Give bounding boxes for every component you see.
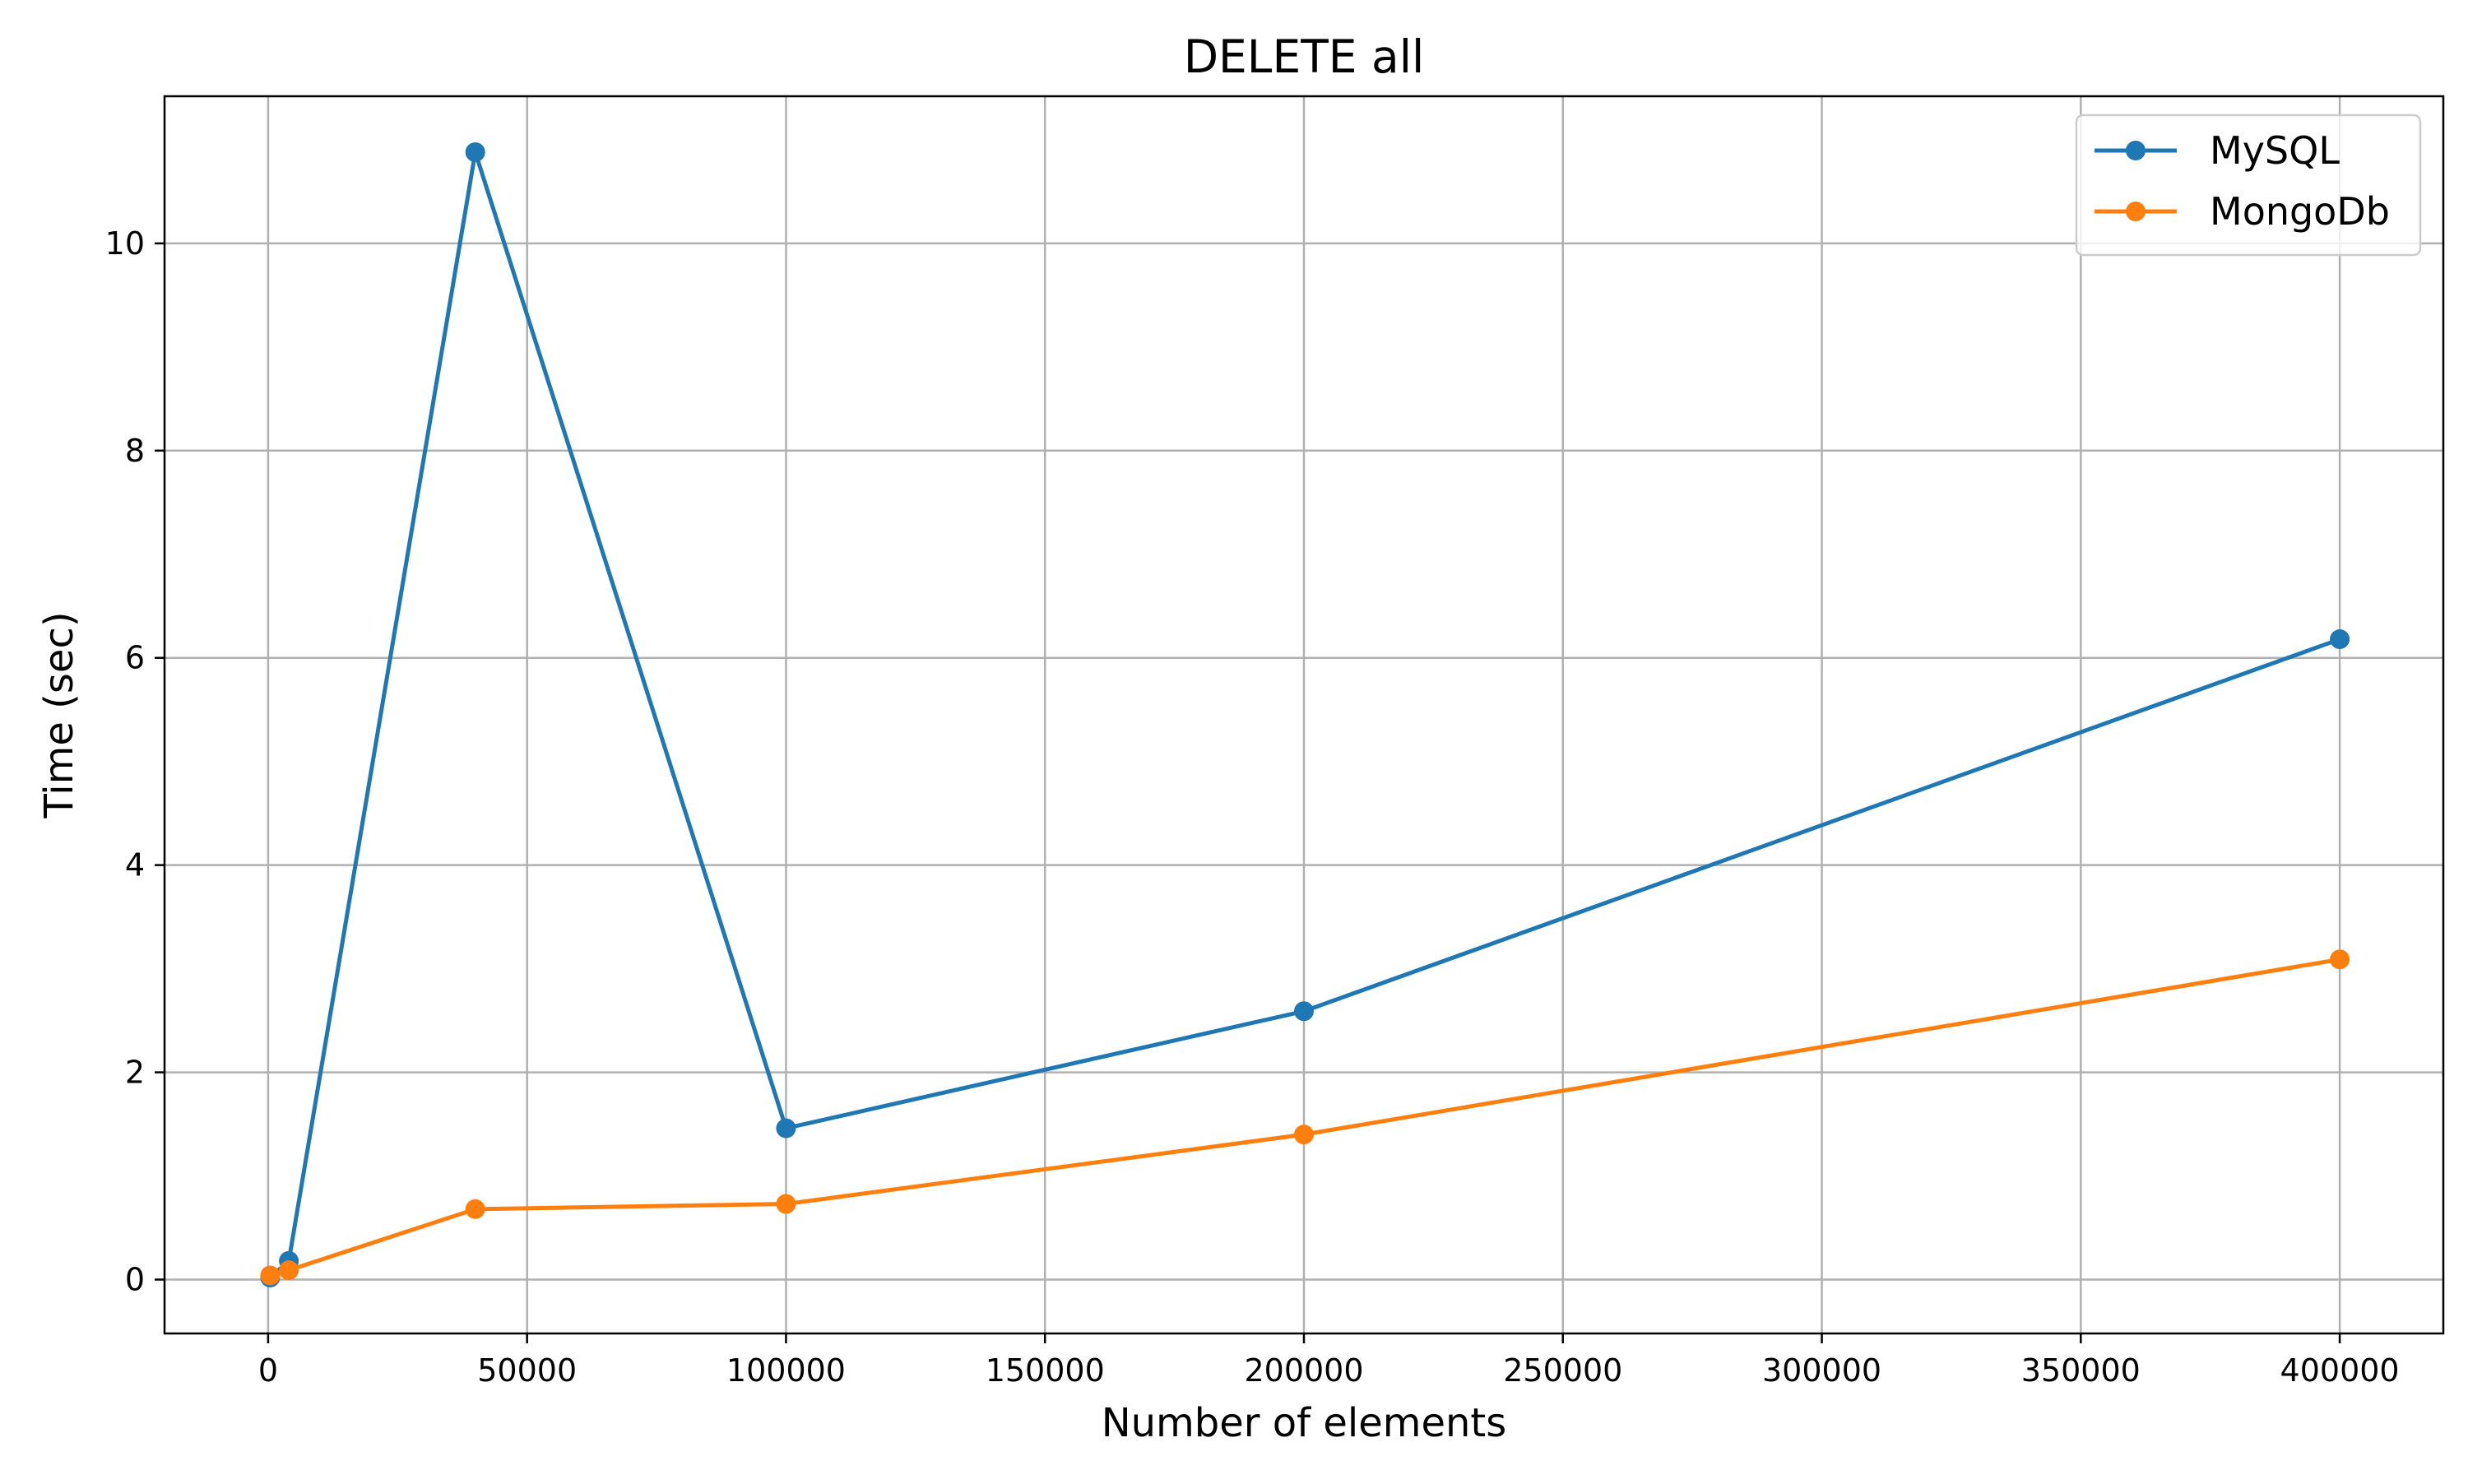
y-tick-label: 8 [125, 433, 145, 469]
y-tick-label: 0 [125, 1261, 145, 1297]
legend-item-mysql: MySQL [2095, 128, 2340, 173]
legend: MySQL MongoDb [2075, 114, 2422, 257]
series-mongodb [260, 949, 2350, 1286]
x-tick-label: 100000 [726, 1352, 846, 1389]
data-point [2330, 629, 2350, 650]
x-tick-label: 300000 [1762, 1352, 1881, 1389]
data-point [279, 1260, 299, 1281]
y-tick-label: 6 [125, 640, 145, 676]
data-point [465, 142, 485, 163]
x-axis-label: Number of elements [1102, 1400, 1507, 1446]
data-point [260, 1265, 281, 1286]
data-point [1294, 1001, 1314, 1022]
x-tick-label: 200000 [1244, 1352, 1363, 1389]
legend-item-mongodb: MongoDb [2095, 189, 2390, 234]
legend-label: MySQL [2210, 128, 2340, 173]
data-point [465, 1199, 485, 1219]
grid [165, 96, 2443, 1333]
x-tick-label: 50000 [477, 1352, 577, 1389]
series-layer [260, 142, 2350, 1287]
y-tick-label: 4 [125, 847, 145, 883]
data-point [776, 1194, 796, 1214]
x-tick-label: 150000 [986, 1352, 1105, 1389]
series-line [268, 150, 2340, 1279]
series-mysql [260, 142, 2350, 1287]
x-tick-label: 400000 [2280, 1352, 2400, 1389]
data-point [2330, 949, 2350, 970]
data-point [1294, 1125, 1314, 1145]
legend-label: MongoDb [2210, 189, 2390, 234]
data-point [776, 1118, 796, 1139]
y-axis-label: Time (sec) [36, 611, 82, 819]
y-tick-label: 10 [105, 225, 145, 262]
x-tick-label: 350000 [2021, 1352, 2141, 1389]
y-tick-label: 2 [125, 1055, 145, 1091]
chart-title: DELETE all [1184, 30, 1425, 83]
x-tick-label: 0 [258, 1352, 278, 1389]
legend-marker [2126, 141, 2146, 160]
ticks: 0 50000 100000 150000 200000 250000 300000 3500… [105, 225, 2400, 1389]
x-tick-label: 250000 [1503, 1352, 1622, 1389]
legend-marker [2126, 202, 2146, 221]
